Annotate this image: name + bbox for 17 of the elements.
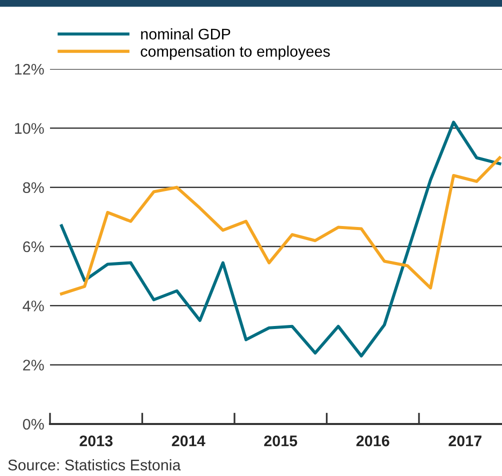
- legend-label: compensation to employees: [140, 46, 330, 60]
- x-tick-label: 2013: [80, 436, 113, 446]
- y-tick-label: 0%: [22, 418, 44, 430]
- x-tick-label: 2017: [448, 436, 482, 446]
- x-tick-label: 2014: [172, 436, 206, 446]
- y-tick-label: 4%: [22, 300, 44, 312]
- x-tick-label: 2016: [356, 436, 390, 446]
- x-tick-label: 2015: [264, 436, 298, 446]
- y-tick-label: 12%: [15, 64, 44, 75]
- line-series: [60, 120, 502, 358]
- line-series: [60, 156, 502, 296]
- y-tick-label: 8%: [23, 182, 44, 194]
- y-tick-label: 2%: [23, 360, 44, 370]
- y-tick-label: 10%: [15, 123, 44, 134]
- y-tick-label: 6%: [23, 241, 44, 252]
- source-note: Source: Statistics Estonia: [8, 459, 181, 470]
- legend-label: nominal GDP: [141, 28, 230, 40]
